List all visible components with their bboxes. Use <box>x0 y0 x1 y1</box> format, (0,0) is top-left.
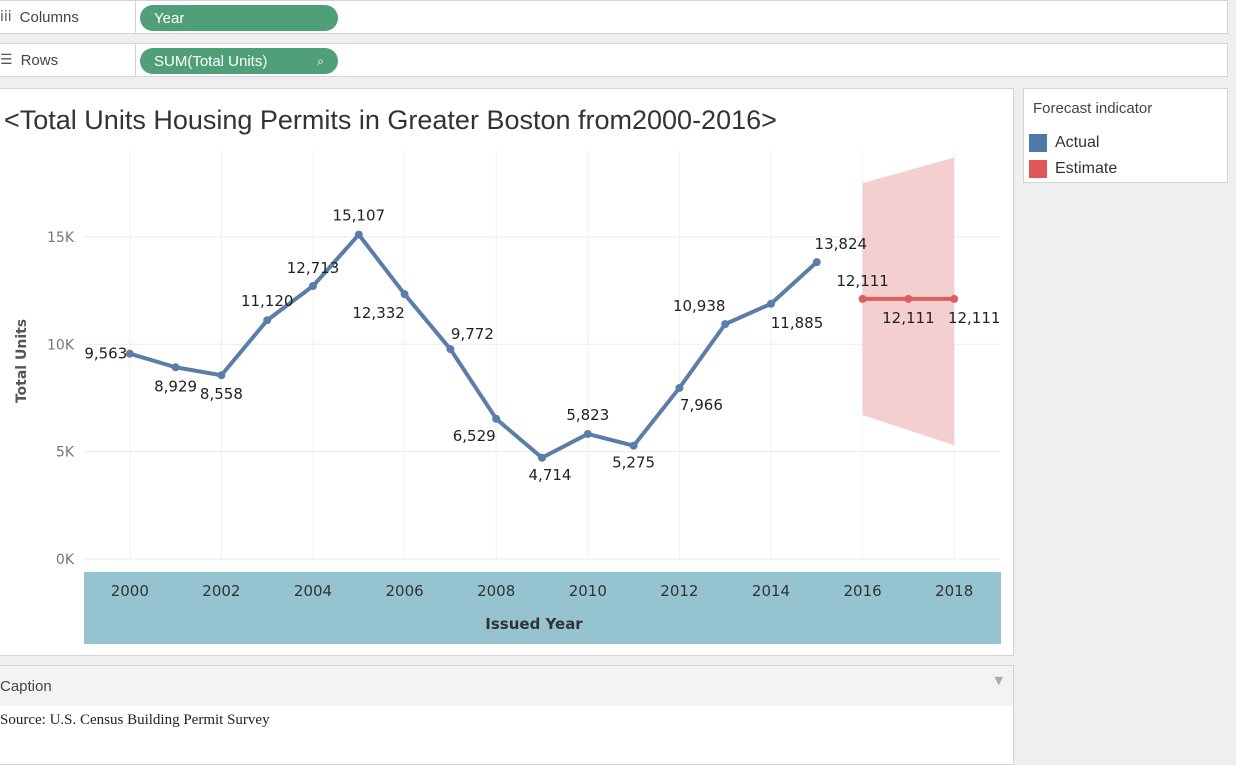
data-point-actual[interactable] <box>171 363 180 372</box>
data-point-actual[interactable] <box>217 371 226 380</box>
data-label: 5,275 <box>612 454 655 472</box>
caption-panel: Caption ▼ Source: U.S. Census Building P… <box>0 665 1014 765</box>
legend-label-estimate: Estimate <box>1055 160 1118 177</box>
rows-icon: ☰ <box>0 52 13 68</box>
data-point-estimate[interactable] <box>950 294 959 303</box>
sum-total-units-pill-label: SUM(Total Units) <box>154 52 268 70</box>
caption-dropdown-icon[interactable]: ▼ <box>994 674 1003 687</box>
y-tick-label: 15K <box>47 230 75 246</box>
data-point-actual[interactable] <box>400 290 409 299</box>
rows-shelf: ☰ Rows SUM(Total Units) ⌕ <box>0 43 1228 77</box>
data-label: 11,885 <box>771 314 824 332</box>
columns-icon: iii <box>0 9 12 25</box>
columns-shelf-label: iii Columns <box>0 1 136 33</box>
x-tick-label: 2018 <box>935 582 973 600</box>
rows-shelf-label: ☰ Rows <box>0 44 136 76</box>
chart-view: <Total Units Housing Permits in Greater … <box>0 88 1014 656</box>
data-label: 8,558 <box>200 385 243 403</box>
data-label: 13,824 <box>815 235 868 253</box>
series-line-actual[interactable] <box>127 232 819 460</box>
data-point-actual[interactable] <box>721 320 730 329</box>
data-point-actual[interactable] <box>309 282 317 291</box>
data-label: 9,563 <box>84 345 127 363</box>
data-label: 11,120 <box>241 292 294 310</box>
data-label: 8,929 <box>154 377 197 395</box>
data-point-actual[interactable] <box>354 230 363 239</box>
line-chart: 0K 5K 10K 15K Total Units 2000 2002 2004 2006 200… <box>14 151 1001 644</box>
legend-item-actual[interactable]: Actual <box>1029 133 1099 153</box>
data-point-actual[interactable] <box>125 349 134 358</box>
legend-label-actual: Actual <box>1055 134 1100 151</box>
data-label: 12,111 <box>948 309 1001 327</box>
caption-text: Source: U.S. Census Building Permit Surv… <box>0 712 270 728</box>
data-point-actual[interactable] <box>538 453 546 462</box>
columns-shelf: iii Columns Year <box>0 0 1228 34</box>
legend-item-estimate[interactable]: Estimate <box>1029 159 1117 179</box>
data-point-actual[interactable] <box>675 383 684 392</box>
columns-label: Columns <box>19 8 79 26</box>
data-label: 5,823 <box>566 406 609 424</box>
data-label: 4,714 <box>529 466 572 484</box>
legend-swatch-actual <box>1029 134 1047 152</box>
data-label: 12,111 <box>882 309 935 327</box>
data-point-actual[interactable] <box>263 316 272 325</box>
data-point-actual[interactable] <box>629 441 638 450</box>
view-title: <Total Units Housing Permits in Greater … <box>4 105 777 135</box>
data-label: 7,966 <box>680 396 723 414</box>
sum-total-units-pill[interactable]: SUM(Total Units) ⌕ <box>140 48 338 74</box>
filter-icon[interactable]: ⌕ <box>317 53 324 68</box>
x-tick-label: 2014 <box>752 582 790 600</box>
y-tick-label: 5K <box>56 445 75 461</box>
data-point-actual[interactable] <box>492 414 501 423</box>
data-point-actual[interactable] <box>767 299 775 308</box>
y-axis-title: Total Units <box>14 319 30 403</box>
x-tick-label: 2012 <box>660 582 698 600</box>
x-axis-band <box>84 572 1001 644</box>
data-label: 9,772 <box>451 325 494 343</box>
data-point-actual[interactable] <box>446 345 455 354</box>
data-point-estimate[interactable] <box>858 294 867 303</box>
data-point-estimate[interactable] <box>904 294 913 303</box>
forecast-legend: Forecast indicator Actual Estimate <box>1023 88 1228 183</box>
data-point-actual[interactable] <box>583 429 592 438</box>
year-pill-label: Year <box>154 9 185 27</box>
y-tick-label: 0K <box>56 552 75 568</box>
x-axis-title: Issued Year <box>485 615 583 633</box>
y-tick-label: 10K <box>47 337 75 353</box>
data-label: 15,107 <box>333 207 386 225</box>
data-label: 10,938 <box>673 297 726 315</box>
x-tick-label: 2006 <box>386 582 424 600</box>
data-point-actual[interactable] <box>812 258 821 267</box>
data-label: 12,713 <box>287 259 340 277</box>
legend-title: Forecast indicator <box>1033 100 1153 117</box>
rows-label: Rows <box>20 51 59 69</box>
data-label: 12,111 <box>836 272 889 290</box>
x-tick-label: 2002 <box>202 582 240 600</box>
data-label: 6,529 <box>453 427 496 445</box>
x-tick-label: 2010 <box>569 582 607 600</box>
x-tick-label: 2000 <box>111 582 149 600</box>
x-tick-label: 2004 <box>294 582 332 600</box>
x-tick-label: 2008 <box>477 582 515 600</box>
caption-title: Caption <box>0 677 52 695</box>
data-label: 12,332 <box>352 304 405 322</box>
x-tick-label: 2016 <box>844 582 882 600</box>
legend-swatch-estimate <box>1029 160 1047 178</box>
caption-header[interactable]: Caption ▼ <box>0 666 1013 706</box>
year-pill[interactable]: Year <box>140 5 338 31</box>
